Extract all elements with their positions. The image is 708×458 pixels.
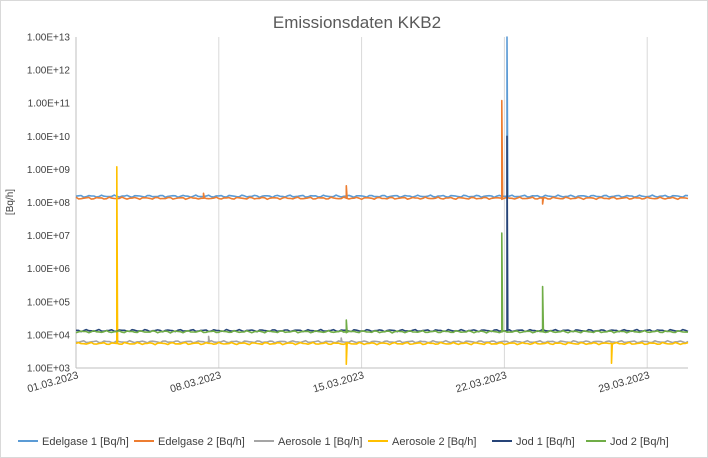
grid-layer (218, 37, 648, 368)
chart-title: Emissionsdaten KKB2 (273, 13, 441, 32)
y-tick-label: 1.00E+12 (27, 66, 71, 77)
x-tick-label: 22.03.2023 (454, 369, 508, 395)
y-tick-label: 1.00E+05 (27, 297, 71, 308)
y-tick-label: 1.00E+06 (27, 264, 71, 275)
legend-entry: Jod 1 [Bq/h] (516, 436, 575, 448)
series-line (75, 232, 688, 334)
legend-entry: Edelgase 2 [Bq/h] (158, 436, 245, 448)
x-tick-label: 08.03.2023 (169, 369, 223, 395)
series-line (75, 99, 689, 205)
y-tick-label: 1.00E+10 (27, 132, 71, 143)
y-tick-label: 1.00E+09 (27, 165, 71, 176)
legend: Edelgase 1 [Bq/h] Edelgase 2 [Bq/h] Aeroso… (18, 436, 669, 448)
y-axis-label: [Bq/h] (5, 189, 16, 215)
y-tick-label: 1.00E+08 (27, 198, 71, 209)
legend-entry: Aerosole 1 [Bq/h] (278, 436, 362, 448)
legend-entry: Aerosole 2 [Bq/h] (392, 436, 476, 448)
legend-entry: Edelgase 1 [Bq/h] (42, 436, 129, 448)
y-tick-label: 1.00E+11 (28, 99, 71, 110)
y-tick-label: 1.00E+07 (27, 231, 71, 242)
series-line (75, 166, 689, 365)
x-tick-label: 15.03.2023 (312, 369, 366, 395)
series-line (75, 36, 689, 199)
series-line (75, 335, 689, 344)
series-layer (75, 36, 689, 365)
y-tick-label: 1.00E+13 (27, 33, 71, 44)
y-tick-label: 1.00E+03 (27, 364, 71, 375)
series-line (75, 135, 689, 333)
y-tick-label: 1.00E+04 (27, 330, 71, 341)
legend-entry: Jod 2 [Bq/h] (610, 436, 669, 448)
x-tick-label: 29.03.2023 (597, 369, 651, 395)
